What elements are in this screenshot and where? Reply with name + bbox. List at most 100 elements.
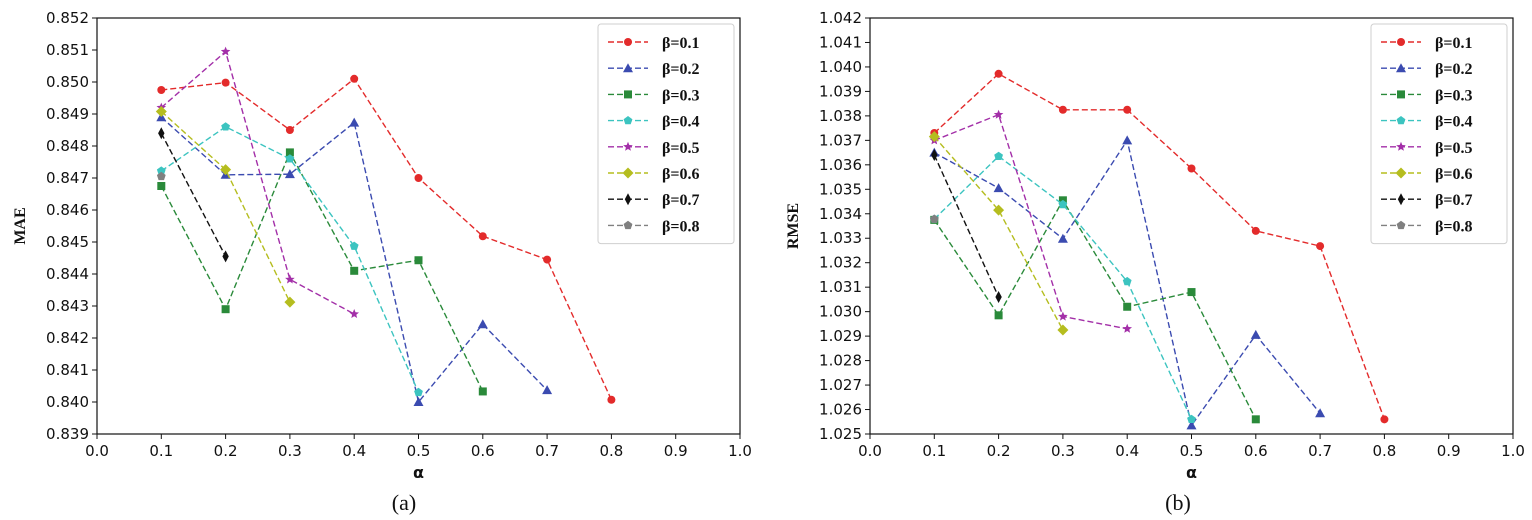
series-line [160,116,548,404]
data-point [413,397,424,406]
data-point [994,151,1003,160]
legend-marker [1397,90,1405,99]
data-point [1380,415,1389,424]
data-point [1058,311,1068,321]
y-tick-label: 0.847 [46,169,89,187]
data-point [1058,199,1068,209]
legend-entry: β=0.3 [608,87,700,104]
legend: β=0.1 β=0.2 β=0.3 β=0.4 β=0.5 β=0.6 β=0.7 β=0.8 [1370,23,1508,245]
x-tick-label: 0.4 [342,442,366,460]
data-point [1187,414,1196,423]
x-tick-label: 0.2 [214,442,238,460]
y-tick-label: 1.033 [819,229,862,247]
legend-marker [1396,63,1406,73]
x-tick-label: 0.1 [149,442,173,460]
y-tick-label: 1.027 [819,376,862,394]
y-axis-label: MAE [12,207,29,244]
y-tick-label: 0.840 [46,393,89,411]
data-point [285,126,294,134]
legend-label: β=0.5 [1435,140,1473,157]
data-point [993,109,1004,119]
legend-box [1370,23,1508,245]
y-tick-label: 0.852 [46,9,89,27]
legend-entry: β=0.1 [1381,35,1473,52]
series-β=0.7 [931,149,1002,303]
legend-label: β=0.2 [662,61,700,78]
legend-entry: β=0.1 [608,35,700,52]
data-point [156,171,166,181]
data-point [220,46,231,56]
x-tick-label: 0.1 [922,442,946,460]
legend-label: β=0.8 [662,218,700,235]
data-point [220,164,232,176]
series-line [933,72,1386,420]
y-tick-label: 0.839 [46,425,89,443]
legend-marker [1397,38,1405,46]
series-line [161,77,613,401]
series-line [160,132,227,257]
legend-marker [623,220,633,230]
y-tick-label: 1.025 [819,425,862,443]
x-tick-label: 0.9 [1437,442,1461,460]
x-tick-label: 0.3 [1051,442,1075,460]
x-tick-label: 0.5 [1180,442,1204,460]
legend-label: β=0.1 [1435,35,1473,52]
y-tick-label: 0.846 [46,201,89,219]
x-tick-label: 0.7 [535,442,559,460]
legend-box [597,23,735,245]
legend-entry: β=0.7 [1381,192,1473,209]
y-tick-label: 0.842 [46,329,89,347]
data-point [350,74,359,83]
data-point [1250,329,1261,339]
legend-entry: β=0.6 [1381,166,1473,183]
y-tick-label: 1.030 [819,303,862,321]
data-point [929,214,939,223]
data-point [221,122,230,131]
series-β=0.8 [156,171,166,181]
figure-canvas: 0.0 0.1 0.2 0.3 0.4 0.5 0.6 0.7 0.8 0.9 1.00.8390.… [12,9,1525,482]
y-tick-label: 1.042 [819,9,862,27]
x-tick-label: 0.3 [278,442,302,460]
series-line [934,113,1128,330]
legend-entry: β=0.3 [1381,87,1473,104]
legend-marker [624,90,632,99]
y-tick-label: 1.038 [819,107,862,125]
series-line [933,198,1257,420]
data-point [993,204,1005,216]
legend-label: β=0.6 [662,166,700,183]
legend-marker [1396,220,1406,230]
data-point [349,309,359,318]
data-point [1058,105,1067,114]
data-point [285,154,295,163]
legend-marker [623,116,633,125]
series-β=0.4 [156,122,423,397]
series-line [160,50,355,315]
legend-marker [1397,193,1405,206]
x-tick-label: 1.0 [728,442,752,460]
legend-entry: β=0.6 [608,166,700,183]
y-tick-label: 0.843 [46,297,89,315]
x-tick-label: 0.4 [1115,442,1139,460]
series-line [160,110,291,303]
series-β=0.2 [156,112,553,406]
data-point [1122,323,1132,333]
series-β=0.7 [158,127,229,263]
data-point [928,131,940,143]
x-tick-label: 1.0 [1501,442,1525,460]
data-point [1316,242,1325,251]
legend-label: β=0.3 [662,87,700,104]
data-point [284,169,295,179]
x-tick-label: 0.0 [85,442,109,460]
caption-b: (b) [1165,490,1191,515]
data-point [543,255,552,264]
legend-label: β=0.1 [662,35,700,52]
data-point [1057,324,1069,336]
legend-entry: β=0.7 [608,192,700,209]
legend-marker [623,63,633,73]
legend-label: β=0.5 [662,140,700,157]
data-point [478,387,487,396]
data-point [1123,302,1132,311]
legend-entry: β=0.8 [1381,218,1473,235]
series-β=0.8 [929,214,939,223]
data-point [158,127,165,140]
